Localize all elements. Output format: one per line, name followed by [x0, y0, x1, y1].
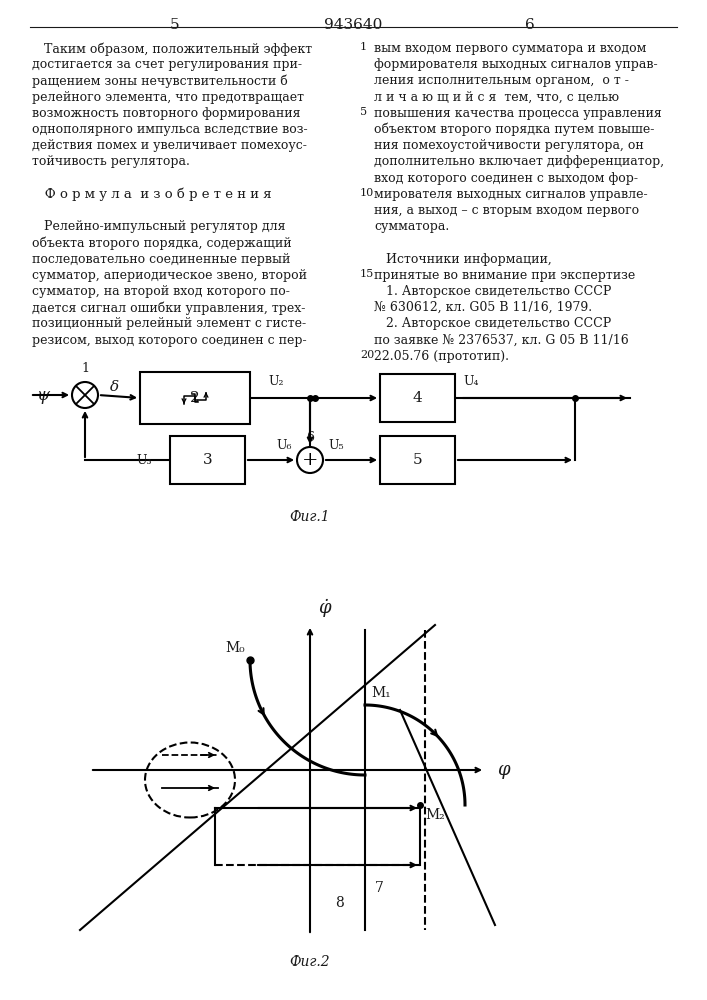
Text: дополнительно включает дифференциатор,: дополнительно включает дифференциатор, [374, 155, 664, 168]
Text: 8: 8 [335, 896, 344, 910]
Text: вход которого соединен с выходом фор-: вход которого соединен с выходом фор- [374, 172, 638, 185]
Text: 10: 10 [360, 188, 374, 198]
Text: № 630612, кл. G05 B 11/16, 1979.: № 630612, кл. G05 B 11/16, 1979. [374, 301, 592, 314]
Text: объекта второго порядка, содержащий: объекта второго порядка, содержащий [32, 236, 291, 250]
Text: M₂: M₂ [425, 808, 445, 822]
Text: 943640: 943640 [324, 18, 382, 32]
Text: позиционный релейный элемент с гисте-: позиционный релейный элемент с гисте- [32, 317, 306, 330]
Text: φ̇: φ̇ [318, 599, 331, 617]
Text: последовательно соединенные первый: последовательно соединенные первый [32, 253, 291, 266]
Text: 7: 7 [375, 881, 384, 895]
Text: принятые во внимание при экспертизе: принятые во внимание при экспертизе [374, 269, 636, 282]
Text: дается сигнал ошибки управления, трех-: дается сигнал ошибки управления, трех- [32, 301, 305, 315]
Text: сумматор, на второй вход которого по-: сумматор, на второй вход которого по- [32, 285, 290, 298]
Text: резисом, выход которого соединен с пер-: резисом, выход которого соединен с пер- [32, 334, 307, 347]
Text: 1: 1 [81, 362, 89, 375]
Text: U₃: U₃ [136, 454, 152, 466]
Text: Фиг.2: Фиг.2 [290, 955, 330, 969]
Text: 1. Авторское свидетельство СССР: 1. Авторское свидетельство СССР [374, 285, 612, 298]
Text: по заявке № 2376537, кл. G 05 B 11/16: по заявке № 2376537, кл. G 05 B 11/16 [374, 334, 629, 347]
Text: 5: 5 [170, 18, 180, 32]
Text: M₁: M₁ [371, 686, 391, 700]
Text: Ф о р м у л а  и з о б р е т е н и я: Ф о р м у л а и з о б р е т е н и я [32, 188, 271, 201]
Text: 1: 1 [360, 42, 367, 52]
Text: 6: 6 [525, 18, 535, 32]
Text: Фиг.1: Фиг.1 [290, 510, 330, 524]
Text: Таким образом, положительный эффект: Таким образом, положительный эффект [32, 42, 312, 55]
Text: Источники информации,: Источники информации, [374, 253, 551, 266]
Bar [140, 372, 250, 424]
Text: возможность повторного формирования: возможность повторного формирования [32, 107, 300, 120]
Text: 6: 6 [306, 431, 314, 444]
Bar [380, 436, 455, 484]
Text: 5: 5 [360, 107, 367, 117]
Text: л и ч а ю щ и й с я  тем, что, с целью: л и ч а ю щ и й с я тем, что, с целью [374, 91, 619, 104]
Text: 5: 5 [413, 453, 422, 467]
Text: U₅: U₅ [328, 439, 344, 452]
Text: U₂: U₂ [268, 375, 284, 388]
Text: действия помех и увеличивает помехоус-: действия помех и увеличивает помехоус- [32, 139, 307, 152]
Bar [170, 436, 245, 484]
Text: релейного элемента, что предотвращает: релейного элемента, что предотвращает [32, 91, 304, 104]
Text: M₀: M₀ [226, 641, 245, 655]
Text: сумматор, апериодическое звено, второй: сумматор, апериодическое звено, второй [32, 269, 307, 282]
Text: мирователя выходных сигналов управле-: мирователя выходных сигналов управле- [374, 188, 648, 201]
Bar [380, 374, 455, 422]
Text: ния, а выход – с вторым входом первого: ния, а выход – с вторым входом первого [374, 204, 639, 217]
Text: ления исполнительным органом,  о т -: ления исполнительным органом, о т - [374, 74, 629, 87]
Circle shape [297, 447, 323, 473]
Text: тойчивость регулятора.: тойчивость регулятора. [32, 155, 190, 168]
Text: объектом второго порядка путем повыше-: объектом второго порядка путем повыше- [374, 123, 655, 136]
Text: однополярного импульса вследствие воз-: однополярного импульса вследствие воз- [32, 123, 308, 136]
Text: ния помехоустойчивости регулятора, он: ния помехоустойчивости регулятора, он [374, 139, 644, 152]
Text: 22.05.76 (прототип).: 22.05.76 (прототип). [374, 350, 509, 363]
Text: вым входом первого сумматора и входом: вым входом первого сумматора и входом [374, 42, 646, 55]
Circle shape [72, 382, 98, 408]
Text: 15: 15 [360, 269, 374, 279]
Text: U₄: U₄ [463, 375, 479, 388]
Text: Релейно-импульсный регулятор для: Релейно-импульсный регулятор для [32, 220, 286, 233]
Text: достигается за счет регулирования при-: достигается за счет регулирования при- [32, 58, 302, 71]
Text: формирователя выходных сигналов управ-: формирователя выходных сигналов управ- [374, 58, 658, 71]
Text: ψ: ψ [37, 386, 49, 403]
Text: δ: δ [110, 380, 119, 394]
Text: 2: 2 [190, 391, 200, 405]
Text: повышения качества процесса управления: повышения качества процесса управления [374, 107, 662, 120]
Text: φ: φ [497, 761, 510, 779]
Text: ращением зоны нечувствительности б: ращением зоны нечувствительности б [32, 74, 288, 88]
Text: сумматора.: сумматора. [374, 220, 449, 233]
Text: 20: 20 [360, 350, 374, 360]
Text: +: + [302, 451, 318, 469]
Text: U₆: U₆ [276, 439, 292, 452]
Text: 4: 4 [413, 391, 422, 405]
Text: 2. Авторское свидетельство СССР: 2. Авторское свидетельство СССР [374, 317, 612, 330]
Text: 3: 3 [203, 453, 212, 467]
